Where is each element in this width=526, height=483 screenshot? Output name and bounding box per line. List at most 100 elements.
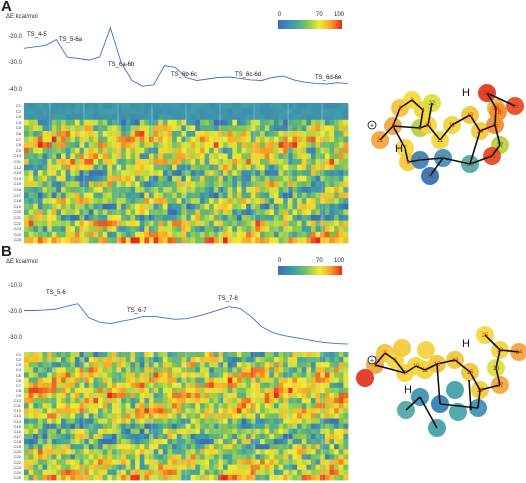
heatmap-cell-b <box>306 464 312 471</box>
heatmap-cell-a <box>37 108 43 115</box>
heatmap-cell-a <box>218 164 224 171</box>
heatmap-cell-a <box>324 153 330 160</box>
heatmap-cell-b <box>102 444 108 450</box>
bond-b <box>495 367 501 386</box>
heatmap-cell-a <box>121 231 127 238</box>
heatmap-cell-a <box>283 187 289 193</box>
heatmap-cell-b <box>278 454 284 460</box>
heatmap-cell-a <box>61 114 67 121</box>
heatmap-cell-b <box>195 362 201 368</box>
heatmap-cell-a <box>199 136 205 143</box>
heatmap-cell-a <box>343 209 349 216</box>
heatmap-cell-a <box>209 220 215 227</box>
heatmap-cell-b <box>255 449 261 455</box>
heatmap-cell-b <box>167 474 173 481</box>
atom-label-a: 18 <box>495 110 502 116</box>
heatmap-cell-a <box>135 175 141 182</box>
heatmap-cell-b <box>116 362 122 368</box>
heatmap-cell-a <box>135 153 141 160</box>
heatmap-cell-b <box>33 357 39 363</box>
heatmap-cell-a <box>320 119 326 126</box>
heatmap-cell-a <box>61 181 67 188</box>
heatmap-cell-b <box>74 474 80 481</box>
heatmap-cell-b <box>287 433 293 440</box>
heatmap-cell-a <box>255 114 261 121</box>
heatmap-cell-b <box>121 474 127 481</box>
heatmap-cell-a <box>236 175 242 182</box>
heatmap-cell-a <box>144 192 150 199</box>
heatmap-cell-b <box>65 464 71 471</box>
heatmap-cell-b <box>139 352 145 358</box>
heatmap-cell-a <box>42 231 48 238</box>
heatmap-cell-a <box>338 220 344 227</box>
heatmap-cell-a <box>84 175 90 182</box>
heatmap-cell-a <box>218 147 224 154</box>
heatmap-cell-a <box>204 209 210 216</box>
heatmap-cell-a <box>223 147 229 154</box>
heatmap-cell-a <box>260 226 266 233</box>
heatmap-cell-b <box>338 418 344 425</box>
heatmap-cell-a <box>315 153 321 160</box>
heatmap-cell-b <box>269 444 275 450</box>
heatmap-cell-b <box>287 449 293 455</box>
heatmap-cell-a <box>61 131 67 137</box>
heatmap-cell-b <box>172 444 178 450</box>
heatmap-cell-b <box>297 418 303 425</box>
heatmap-cell-b <box>283 392 289 399</box>
heatmap-cell-b <box>181 459 187 466</box>
heatmap-cell-b <box>292 377 298 384</box>
heatmap-cell-b <box>61 428 67 435</box>
heatmap-cell-a <box>74 231 80 238</box>
heatmap-cell-a <box>139 203 145 210</box>
heatmap-cell-b <box>334 428 340 435</box>
heatmap-cell-a <box>310 209 316 216</box>
heatmap-cell-a <box>130 231 136 238</box>
heatmap-cell-a <box>56 203 62 210</box>
heatmap-cell-b <box>42 403 48 409</box>
heatmap-cell-a <box>176 226 182 233</box>
heatmap-cell-a <box>121 108 127 115</box>
heatmap-cell-b <box>84 464 90 471</box>
heatmap-cell-b <box>209 459 215 466</box>
heatmap-cell-b <box>273 469 279 476</box>
heatmap-cell-b <box>315 464 321 471</box>
heatmap-cell-a <box>310 237 316 244</box>
heatmap-cell-a <box>116 131 122 137</box>
heatmap-cell-a <box>338 198 344 205</box>
heatmap-cell-b <box>223 459 229 466</box>
heatmap-cell-a <box>232 192 238 199</box>
charge-symbol-a <box>367 120 377 130</box>
heatmap-cell-b <box>320 398 326 404</box>
heatmap-cell-a <box>24 231 30 238</box>
heatmap-cell-b <box>186 459 192 466</box>
heatmap-cell-a <box>324 181 330 188</box>
heatmap-cell-b <box>204 439 210 445</box>
heatmap-cell-b <box>181 377 187 384</box>
heatmap-cell-a <box>121 187 127 193</box>
heatmap-cell-a <box>111 164 117 171</box>
heatmap-cell-a <box>37 226 43 233</box>
heatmap-cell-a <box>74 136 80 143</box>
heatmap-cell-b <box>292 352 298 358</box>
heatmap-cell-a <box>329 164 335 171</box>
heatmap-cell-b <box>287 352 293 358</box>
heatmap-cell-b <box>190 403 196 409</box>
heatmap-cell-b <box>292 392 298 399</box>
heatmap-cell-b <box>102 408 108 414</box>
heatmap-cell-b <box>273 403 279 409</box>
heatmap-cell-b <box>88 428 94 435</box>
heatmap-cell-a <box>292 187 298 193</box>
heatmap-cell-b <box>241 398 247 404</box>
heatmap-cell-a <box>343 108 349 115</box>
heatmap-cell-a <box>167 175 173 182</box>
heatmap-cell-b <box>172 474 178 481</box>
heatmap-cell-b <box>334 403 340 409</box>
heatmap-cell-a <box>236 209 242 216</box>
heatmap-cell-b <box>343 367 349 373</box>
heatmap-cell-a <box>153 153 159 160</box>
heatmap-cell-a <box>24 108 30 115</box>
heatmap-cell-b <box>107 372 113 378</box>
heatmap-cell-a <box>84 170 90 177</box>
heatmap-cell-a <box>324 131 330 137</box>
heatmap-cell-a <box>269 142 275 149</box>
